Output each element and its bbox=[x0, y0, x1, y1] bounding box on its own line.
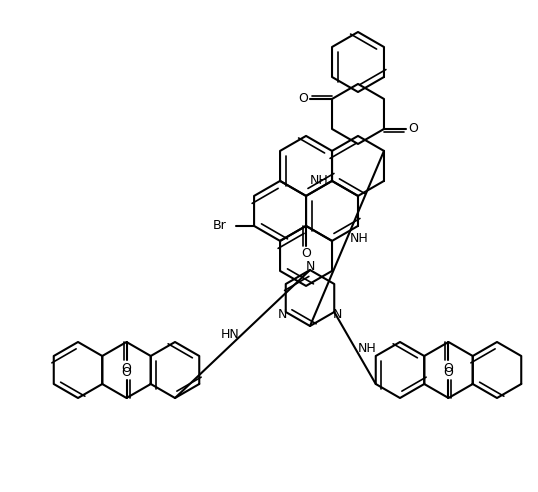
Text: Br: Br bbox=[213, 219, 226, 232]
Text: O: O bbox=[301, 247, 311, 260]
Text: NH: NH bbox=[350, 232, 369, 245]
Text: O: O bbox=[408, 123, 418, 135]
Text: HN: HN bbox=[221, 328, 240, 340]
Text: O: O bbox=[122, 362, 131, 374]
Text: N: N bbox=[333, 308, 342, 320]
Text: O: O bbox=[298, 92, 308, 105]
Text: N: N bbox=[278, 308, 287, 320]
Text: O: O bbox=[443, 366, 454, 378]
Text: O: O bbox=[443, 362, 454, 374]
Text: NH: NH bbox=[358, 341, 377, 355]
Text: NH: NH bbox=[310, 174, 328, 187]
Text: O: O bbox=[122, 366, 131, 378]
Text: N: N bbox=[305, 259, 315, 273]
